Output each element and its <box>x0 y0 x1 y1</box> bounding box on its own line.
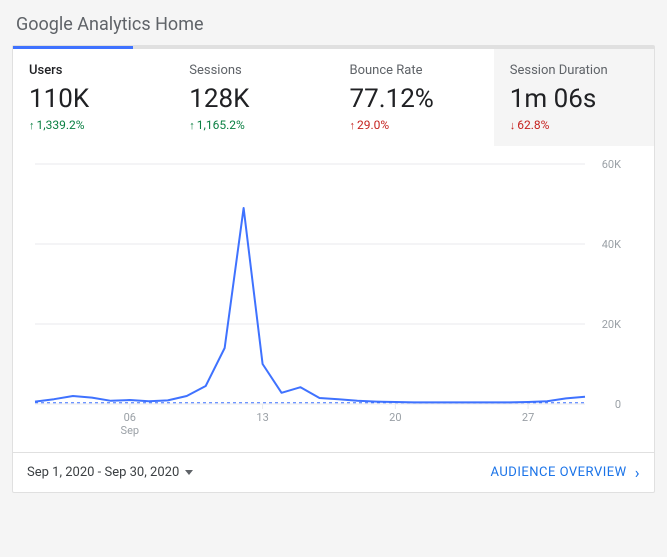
svg-text:06: 06 <box>124 411 136 424</box>
arrow-up-icon: ↑ <box>350 120 356 131</box>
metric-bounce[interactable]: Bounce Rate 77.12% ↑29.0% <box>334 49 494 146</box>
metric-label: Sessions <box>189 63 317 78</box>
metric-label: Session Duration <box>510 63 638 78</box>
audience-overview-link[interactable]: AUDIENCE OVERVIEW › <box>490 463 640 482</box>
svg-text:60K: 60K <box>602 158 621 171</box>
metric-value: 1m 06s <box>510 84 638 114</box>
overview-card: Users110K↑1,339.2%Sessions128K↑1,165.2%B… <box>12 45 655 493</box>
metric-delta-value: 62.8% <box>517 118 549 132</box>
chart-container: 0 20K 40K 60K 06 13 20 27 Sep <box>13 146 654 452</box>
tab-indicator <box>13 46 133 49</box>
metric-value: 110K <box>29 84 157 114</box>
metric-delta: ↑1,165.2% <box>189 118 317 132</box>
metric-sessions[interactable]: Sessions 128K ↑1,165.2% <box>173 49 333 146</box>
svg-text:Sep: Sep <box>121 424 140 437</box>
metric-value: 128K <box>189 84 317 114</box>
metric-users[interactable]: Users 110K ↑1,339.2% <box>13 49 173 146</box>
tab-indicator-track <box>13 46 654 49</box>
svg-text:13: 13 <box>256 411 268 424</box>
date-range-picker[interactable]: Sep 1, 2020 - Sep 30, 2020 <box>27 465 193 480</box>
svg-text:0: 0 <box>615 398 621 411</box>
date-range-label: Sep 1, 2020 - Sep 30, 2020 <box>27 465 179 480</box>
svg-text:20K: 20K <box>602 318 621 331</box>
metric-value: 77.12% <box>350 84 478 114</box>
chevron-right-icon: › <box>635 463 640 482</box>
metric-delta-value: 1,339.2% <box>37 118 85 132</box>
users-line-chart: 0 20K 40K 60K 06 13 20 27 Sep <box>25 154 641 444</box>
metric-delta: ↓62.8% <box>510 118 638 132</box>
page-title: Google Analytics Home <box>0 0 667 45</box>
svg-text:40K: 40K <box>602 238 621 251</box>
arrow-down-icon: ↓ <box>510 120 516 131</box>
card-footer: Sep 1, 2020 - Sep 30, 2020 AUDIENCE OVER… <box>13 452 654 492</box>
metric-delta: ↑1,339.2% <box>29 118 157 132</box>
audience-overview-label: AUDIENCE OVERVIEW <box>490 465 626 480</box>
arrow-up-icon: ↑ <box>189 120 195 131</box>
metric-label: Bounce Rate <box>350 63 478 78</box>
arrow-up-icon: ↑ <box>29 120 35 131</box>
svg-text:20: 20 <box>389 411 401 424</box>
metric-delta-value: 1,165.2% <box>197 118 245 132</box>
metric-duration[interactable]: Session Duration 1m 06s ↓62.8% <box>494 49 654 146</box>
caret-down-icon <box>185 470 193 475</box>
svg-text:27: 27 <box>522 411 534 424</box>
metric-delta: ↑29.0% <box>350 118 478 132</box>
metrics-row: Users110K↑1,339.2%Sessions128K↑1,165.2%B… <box>13 49 654 146</box>
metric-label: Users <box>29 63 157 78</box>
metric-delta-value: 29.0% <box>357 118 389 132</box>
